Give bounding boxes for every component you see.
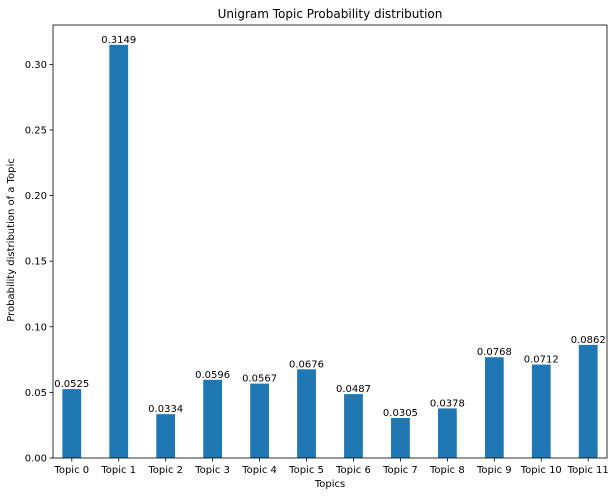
- data-label-10: 0.0712: [524, 355, 559, 366]
- x-tick-label-6: Topic 6: [335, 465, 371, 476]
- y-tick-label-4: 0.20: [25, 191, 47, 202]
- bars-group: [62, 44, 598, 459]
- bar-4: [250, 383, 269, 458]
- y-tick-label-3: 0.15: [25, 257, 47, 268]
- plot-frame: [52, 24, 608, 459]
- bar-5: [297, 369, 316, 458]
- y-tick-label-6: 0.30: [25, 60, 47, 71]
- data-label-6: 0.0487: [336, 384, 371, 395]
- data-label-5: 0.0676: [289, 359, 324, 370]
- x-tick-label-11: Topic 11: [567, 465, 609, 476]
- data-label-4: 0.0567: [242, 374, 277, 385]
- y-tick-label-2: 0.10: [25, 322, 47, 333]
- bar-0: [62, 389, 82, 458]
- data-label-0: 0.0525: [54, 379, 89, 390]
- data-label-2: 0.0334: [148, 404, 183, 415]
- data-label-3: 0.0596: [195, 370, 230, 381]
- bar-10: [531, 364, 551, 458]
- bar-3: [203, 379, 223, 458]
- x-tick-label-1: Topic 1: [100, 465, 136, 476]
- x-tick-label-3: Topic 3: [194, 465, 230, 476]
- bar-7: [391, 417, 410, 458]
- x-tick-label-8: Topic 8: [429, 465, 465, 476]
- bar-2: [156, 414, 176, 458]
- y-tick-label-5: 0.25: [25, 125, 47, 136]
- y-tick-label-0: 0.00: [25, 454, 47, 465]
- x-axis-ticks: Topic 0 Topic 1 Topic 2 Topic 3 Topic 4 Topic…: [53, 458, 609, 476]
- x-tick-label-2: Topic 2: [147, 465, 183, 476]
- data-labels-group: 0.0525 0.3149 0.0334 0.0596 0.0567 0.0676 0.04…: [54, 35, 605, 419]
- y-axis-label: Probability distribution of a Topic: [6, 158, 17, 321]
- x-tick-label-10: Topic 10: [520, 465, 562, 476]
- y-tick-label-1: 0.05: [25, 388, 47, 399]
- data-label-9: 0.0768: [477, 347, 512, 358]
- x-axis-label: Topics: [314, 479, 345, 490]
- data-label-8: 0.0378: [430, 398, 465, 409]
- x-tick-label-4: Topic 4: [241, 465, 277, 476]
- data-label-11: 0.0862: [571, 335, 606, 346]
- x-tick-label-9: Topic 9: [476, 465, 512, 476]
- y-axis-ticks: 0.00 0.05 0.10 0.15 0.20 0.25 0.30: [25, 60, 53, 465]
- data-label-7: 0.0305: [383, 408, 418, 419]
- x-tick-label-0: Topic 0: [53, 465, 89, 476]
- data-label-1: 0.3149: [101, 35, 136, 46]
- bar-8: [437, 408, 457, 458]
- x-tick-label-7: Topic 7: [382, 465, 418, 476]
- x-tick-label-5: Topic 5: [288, 465, 324, 476]
- bar-11: [578, 344, 598, 458]
- bar-6: [344, 394, 363, 458]
- bar-9: [484, 357, 504, 458]
- chart-title: Unigram Topic Probability distribution: [218, 7, 443, 21]
- bar-1: [109, 44, 129, 459]
